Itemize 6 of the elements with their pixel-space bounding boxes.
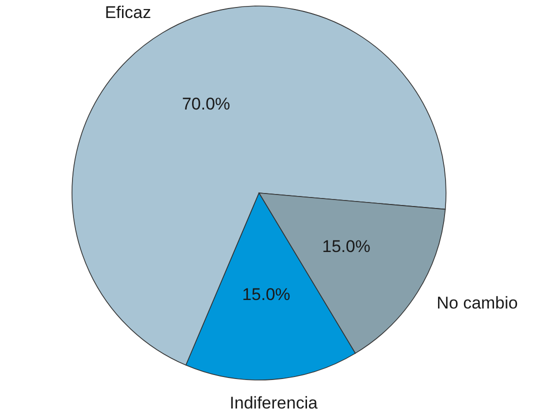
slice-label: No cambio bbox=[436, 293, 518, 312]
slice-label: Indiferencia bbox=[230, 393, 318, 412]
data-label: 15.0% bbox=[322, 236, 370, 256]
data-label: 70.0% bbox=[182, 94, 230, 114]
data-label: 15.0% bbox=[242, 285, 290, 304]
slice-label: Eficaz bbox=[104, 2, 152, 22]
